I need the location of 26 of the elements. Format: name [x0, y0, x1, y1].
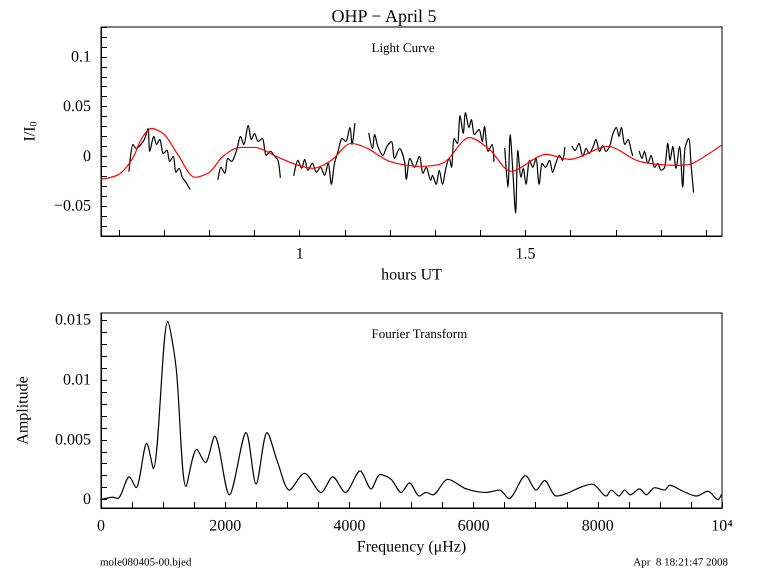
y-tick-label: −0.05: [54, 198, 91, 215]
y-axis-title: I/I0: [22, 121, 40, 142]
x-axis-title: hours UT: [381, 266, 442, 284]
x-tick-label: 1.5: [516, 246, 536, 262]
annotation: Fourier Transform: [372, 326, 468, 341]
x-tick-label: 4000: [333, 518, 366, 534]
y-tick-label: 0.015: [55, 312, 91, 329]
x-tick-label: 0: [97, 518, 105, 534]
y-tick-label: 0.005: [55, 431, 91, 448]
text: Apr 8 18:21:47 2008: [633, 556, 728, 568]
y-tick-label: 0.01: [63, 371, 91, 388]
x-tick-label: 10⁴: [711, 518, 734, 534]
y-tick-label: 0.05: [63, 98, 91, 116]
text: mole080405-00.bjed: [100, 556, 192, 568]
x-tick-label: 6000: [458, 518, 490, 534]
y-tick-label: 0.1: [71, 48, 91, 66]
line-series: [100, 128, 722, 180]
y-tick-label: 0: [83, 148, 91, 165]
x-tick-label: 2000: [209, 518, 242, 534]
x-tick-label: 8000: [582, 518, 614, 534]
x-axis-title: Frequency (μHz): [356, 538, 466, 556]
chart-title: OHP − April 5: [332, 6, 436, 26]
annotation: Light Curve: [372, 40, 435, 55]
y-tick-label: 0: [83, 491, 91, 508]
x-tick-label: 1: [296, 246, 304, 262]
y-axis-title: Amplitude: [14, 376, 32, 445]
